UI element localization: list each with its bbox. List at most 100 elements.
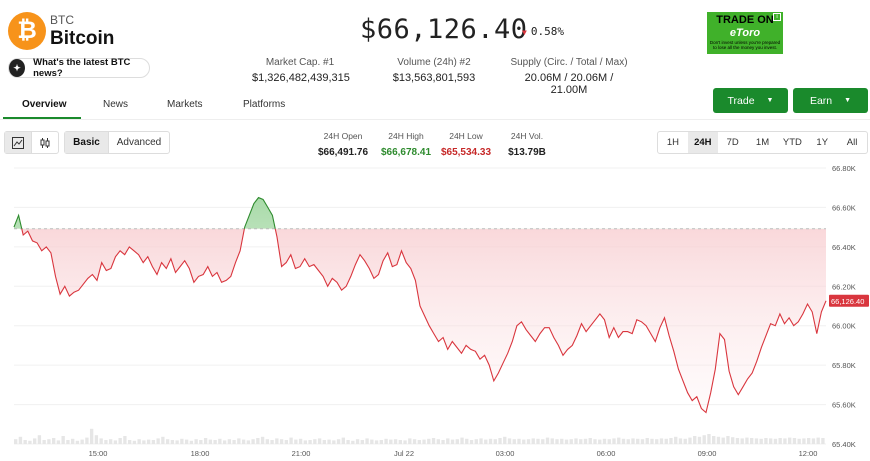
ad-info-icon[interactable]: i <box>773 13 781 21</box>
volume-bars <box>14 428 825 444</box>
price-chart[interactable]: 66.80K 66.60K 66.40K 66.20K 66.00K 65.80K 65.6… <box>0 160 870 461</box>
volume-bar <box>697 436 702 444</box>
tab-markets[interactable]: Markets <box>167 99 203 110</box>
x-tick-label: 03:00 <box>496 449 515 458</box>
volume-bar <box>156 438 160 444</box>
volume-bar <box>674 436 678 444</box>
volume-bar <box>246 440 251 444</box>
ohlc-high: 24H High $66,678.41 <box>376 131 436 158</box>
advanced-mode-button[interactable]: Advanced <box>108 132 169 153</box>
volume-bar <box>773 438 778 444</box>
volume-bar <box>716 436 721 444</box>
ohlc-value: $65,534.33 <box>440 147 492 158</box>
volume-bar <box>655 439 659 444</box>
range-all[interactable]: All <box>846 137 858 148</box>
y-tick-label: 66.80K <box>832 164 856 173</box>
range-1h[interactable]: 1H <box>666 137 679 148</box>
etoro-ad-banner[interactable]: TRADE ON eToro Don't invest unless you'r… <box>707 12 783 54</box>
volume-bar <box>669 438 673 444</box>
volume-bar <box>203 438 208 444</box>
volume-bar <box>807 438 811 444</box>
volume-bar <box>260 436 265 444</box>
range-1y[interactable]: 1Y <box>816 137 829 148</box>
volume-bar <box>769 438 773 444</box>
volume-bar <box>184 439 189 444</box>
ohlc-label: 24H High <box>388 131 424 141</box>
ohlc-value: $66,491.76 <box>317 147 369 158</box>
price-change-value: 0.58% <box>530 25 564 38</box>
volume-bar <box>441 440 445 444</box>
volume-bar <box>759 438 763 444</box>
sparkle-icon: ✦ <box>9 59 26 77</box>
volume-bar <box>389 439 393 444</box>
volume-bar <box>455 439 459 444</box>
volume-bar <box>393 439 398 444</box>
volume-bar <box>379 440 383 444</box>
volume-bar <box>474 439 478 444</box>
range-1m[interactable]: 1M <box>755 137 770 148</box>
last-price-tag-bg <box>829 294 869 307</box>
range-7d[interactable]: 7D <box>726 137 739 148</box>
volume-bar <box>550 438 554 444</box>
volume-bar <box>560 438 564 444</box>
volume-bar <box>161 436 165 444</box>
ohlc-label: 24H Open <box>323 131 363 141</box>
volume-bar <box>645 438 649 444</box>
tab-platforms[interactable]: Platforms <box>243 99 286 110</box>
ohlc-value: $66,678.41 <box>380 147 432 158</box>
volume-bar <box>764 438 768 444</box>
coin-ticker: BTC <box>50 13 74 27</box>
volume-bar <box>721 437 725 444</box>
volume-bar <box>574 438 578 444</box>
volume-bar <box>165 439 170 444</box>
volume-bar <box>108 439 113 444</box>
latest-news-button[interactable]: ✦ What's the latest BTC news? <box>8 57 150 79</box>
volume-bar <box>522 439 526 444</box>
volume-bar <box>241 439 246 444</box>
y-axis: 66.80K 66.60K 66.40K 66.20K 66.00K 65.80K 65.6… <box>832 164 856 449</box>
candlestick-chart-button[interactable] <box>31 132 58 153</box>
range-24h[interactable]: 24H <box>687 132 718 153</box>
volume-bar <box>821 438 825 444</box>
volume-bar <box>588 438 592 444</box>
earn-button[interactable]: Earn ▼ <box>793 88 868 113</box>
volume-bar <box>336 439 341 444</box>
price-change: ▼ 0.58% <box>522 25 564 38</box>
volume-bar <box>75 440 80 444</box>
volume-bar <box>56 440 61 444</box>
volume-bar <box>792 438 797 444</box>
trade-button[interactable]: Trade ▼ <box>713 88 788 113</box>
x-tick-label: 12:00 <box>799 449 818 458</box>
tab-overview[interactable]: Overview <box>22 99 67 110</box>
volume-bar <box>23 440 27 444</box>
volume-bar <box>118 438 122 444</box>
volume-bar <box>284 440 289 444</box>
volume-bar <box>712 436 716 444</box>
volume-bar <box>778 438 782 444</box>
y-tick-label: 66.00K <box>832 322 856 331</box>
chevron-down-icon: ▼ <box>766 97 774 104</box>
line-chart-button[interactable] <box>5 132 32 153</box>
volume-bar <box>431 438 436 444</box>
trade-button-label: Trade <box>727 94 755 107</box>
volume-bar <box>85 437 89 444</box>
volume-bar <box>47 439 51 444</box>
tab-news[interactable]: News <box>103 99 129 110</box>
volume-bar <box>175 440 179 444</box>
volume-bar <box>61 436 65 444</box>
volume-bar <box>593 439 597 444</box>
volume-bar <box>503 436 507 444</box>
y-tick-label: 66.60K <box>832 203 856 212</box>
volume-bar <box>517 438 521 444</box>
x-tick-label: 21:00 <box>292 449 311 458</box>
volume-bar <box>583 438 588 444</box>
volume-bar <box>631 438 635 444</box>
volume-bar <box>398 440 402 444</box>
volume-bar <box>365 438 369 444</box>
basic-mode-button[interactable]: Basic <box>65 132 108 153</box>
y-tick-label: 65.40K <box>832 440 856 449</box>
volume-bar <box>460 437 464 444</box>
volume-bar <box>270 440 274 444</box>
volume-bar <box>569 439 573 444</box>
range-ytd[interactable]: YTD <box>782 137 802 148</box>
